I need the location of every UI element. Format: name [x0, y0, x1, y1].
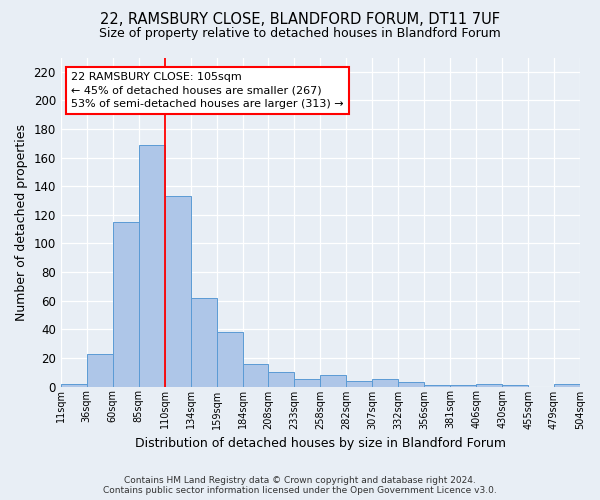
Bar: [191, 298, 217, 386]
Bar: [424, 385, 450, 386]
Bar: [242, 364, 268, 386]
Text: Size of property relative to detached houses in Blandford Forum: Size of property relative to detached ho…: [99, 28, 501, 40]
Y-axis label: Number of detached properties: Number of detached properties: [15, 124, 28, 320]
Text: Contains public sector information licensed under the Open Government Licence v3: Contains public sector information licen…: [103, 486, 497, 495]
Bar: [450, 385, 476, 386]
Bar: [139, 145, 164, 386]
Text: Contains HM Land Registry data © Crown copyright and database right 2024.: Contains HM Land Registry data © Crown c…: [124, 476, 476, 485]
Bar: [61, 384, 87, 386]
Text: 22, RAMSBURY CLOSE, BLANDFORD FORUM, DT11 7UF: 22, RAMSBURY CLOSE, BLANDFORD FORUM, DT1…: [100, 12, 500, 28]
Bar: [398, 382, 424, 386]
X-axis label: Distribution of detached houses by size in Blandford Forum: Distribution of detached houses by size …: [135, 437, 506, 450]
Bar: [113, 222, 139, 386]
Bar: [87, 354, 113, 386]
Bar: [554, 384, 580, 386]
Bar: [295, 380, 320, 386]
Text: 22 RAMSBURY CLOSE: 105sqm
← 45% of detached houses are smaller (267)
53% of semi: 22 RAMSBURY CLOSE: 105sqm ← 45% of detac…: [71, 72, 344, 108]
Bar: [502, 385, 528, 386]
Bar: [346, 381, 373, 386]
Bar: [217, 332, 242, 386]
Bar: [476, 384, 502, 386]
Bar: [164, 196, 191, 386]
Bar: [320, 375, 346, 386]
Bar: [373, 380, 398, 386]
Bar: [268, 372, 295, 386]
